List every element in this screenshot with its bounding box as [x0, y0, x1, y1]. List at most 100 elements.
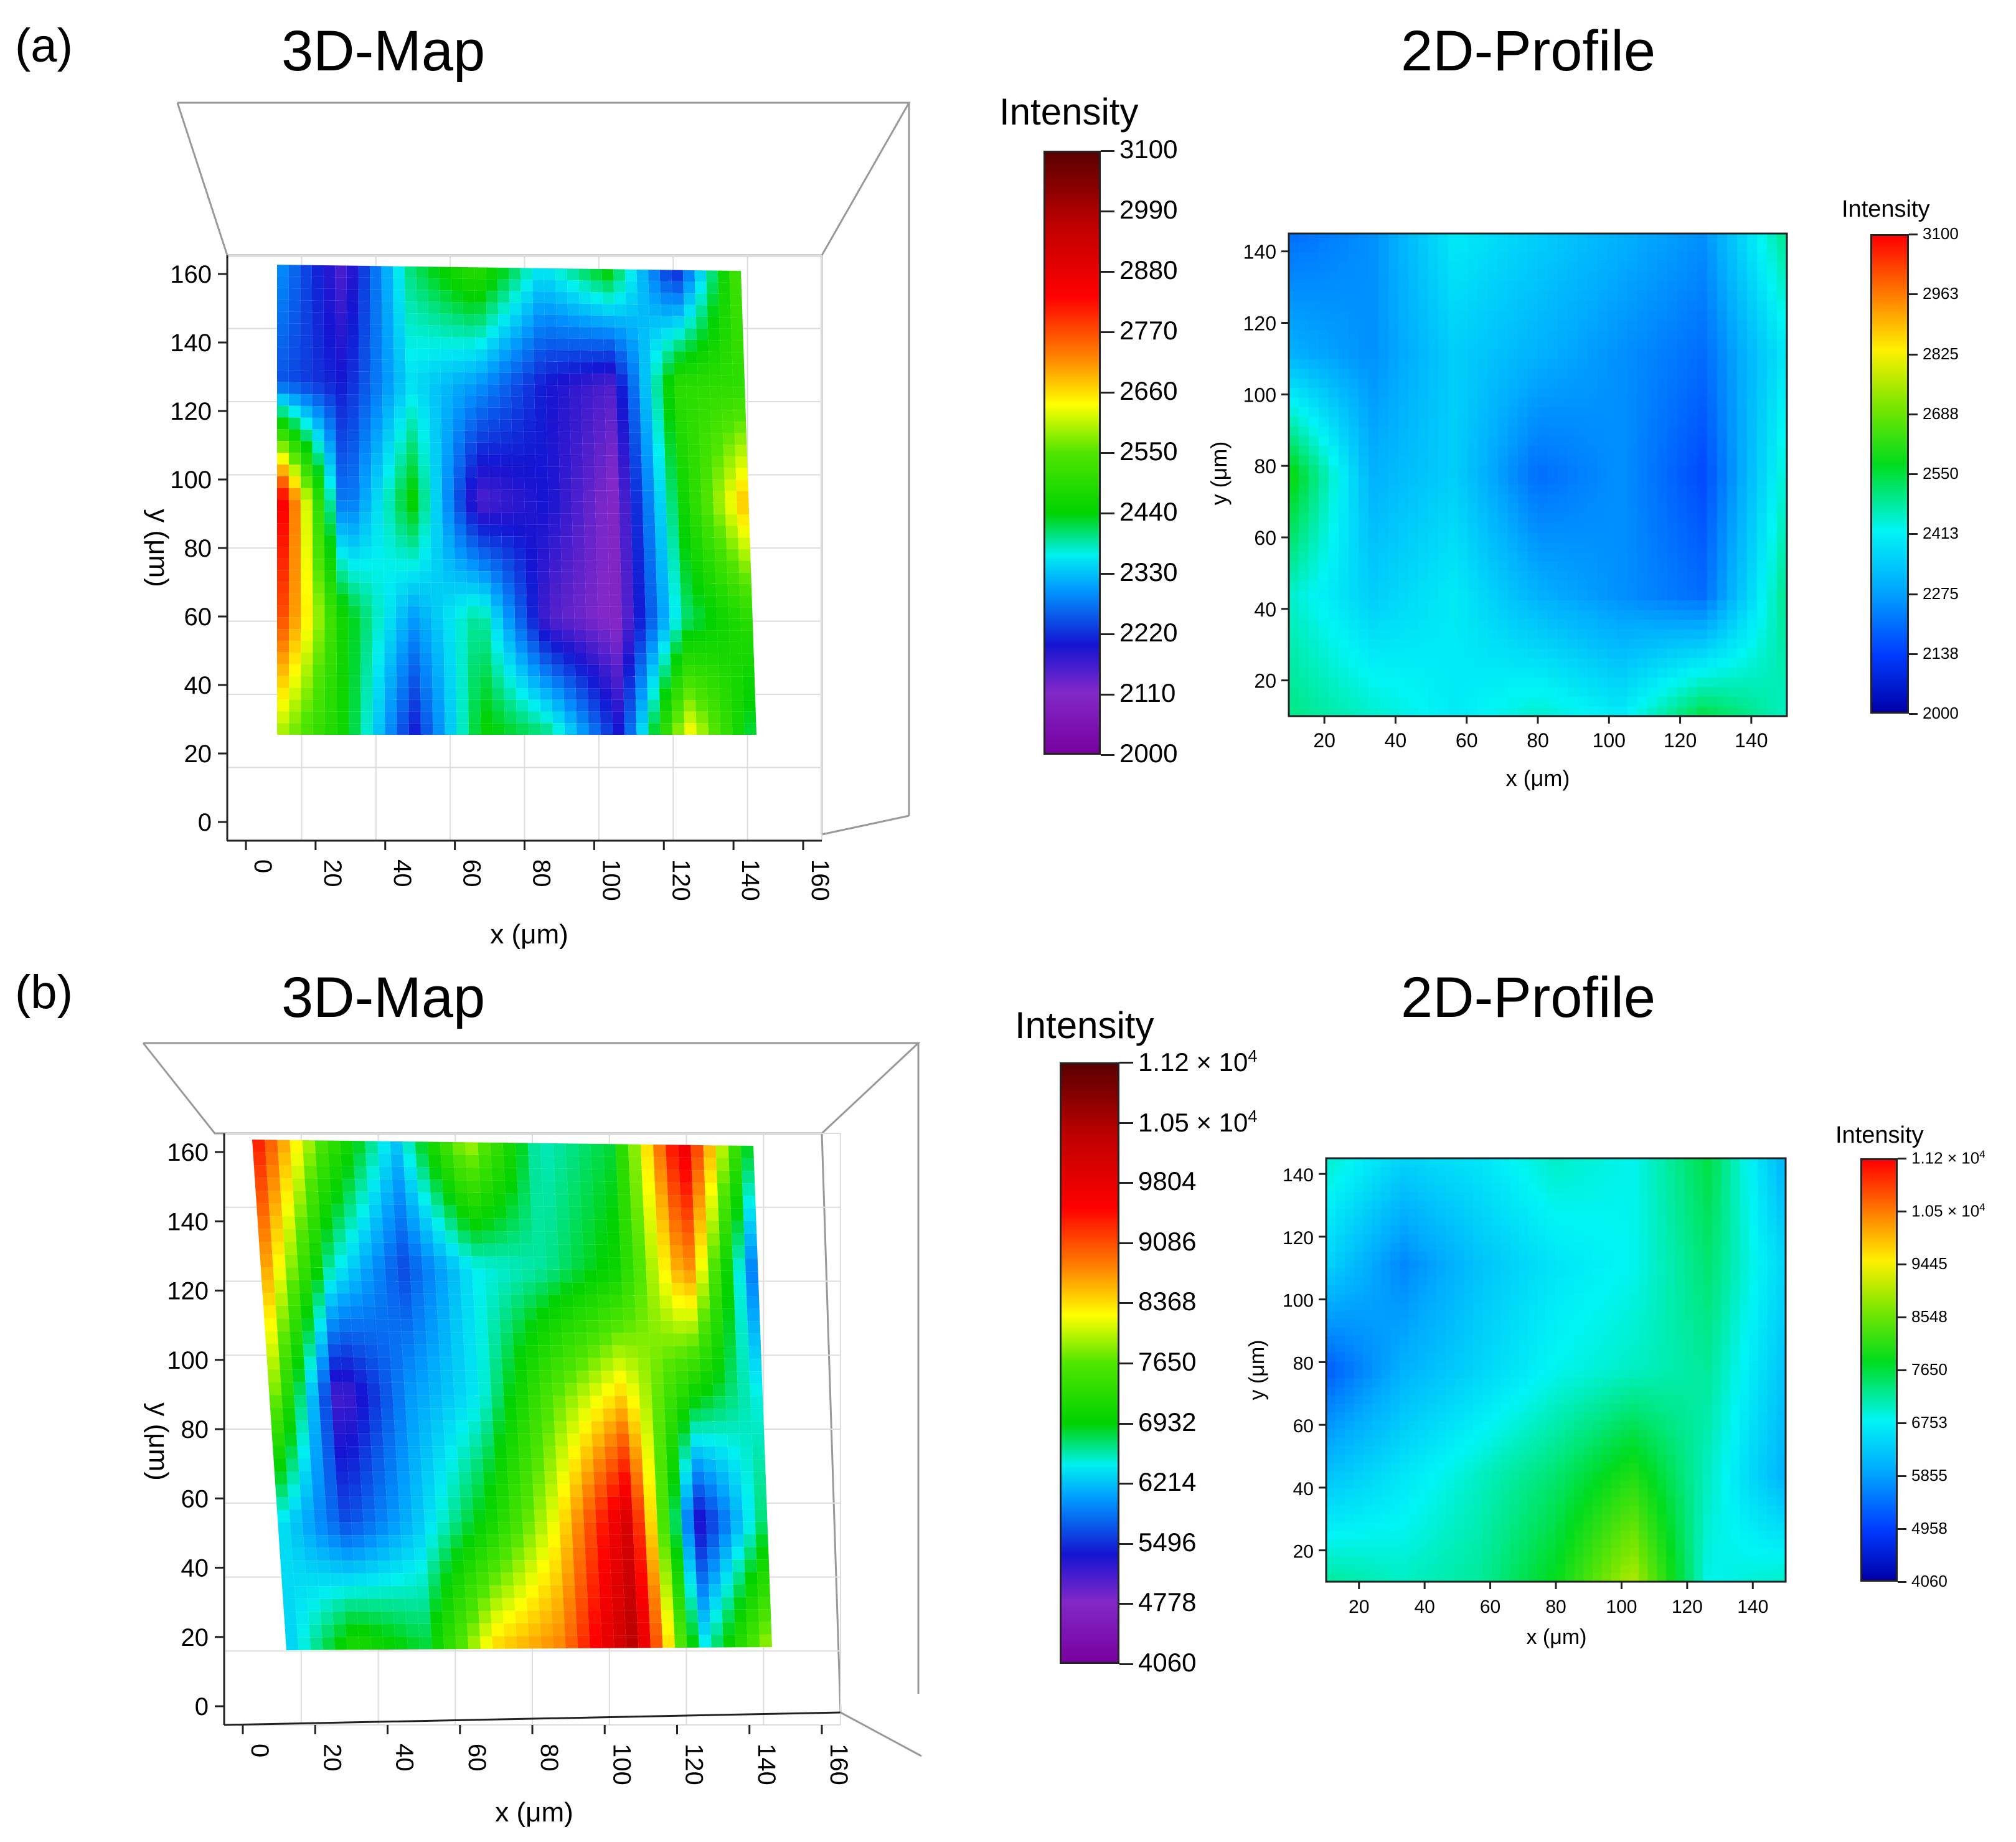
surface-cell — [475, 326, 487, 338]
profile-cell — [1707, 494, 1718, 504]
colorbar-tick-label: 2110 — [1119, 678, 1176, 707]
profile-cell — [1438, 697, 1449, 707]
surface-cell — [582, 420, 594, 432]
profile-cell — [1627, 504, 1638, 514]
surface-cell — [277, 652, 290, 664]
profile-cell — [1578, 475, 1588, 485]
profile-cell — [1478, 562, 1489, 572]
profile-cell — [1558, 281, 1568, 292]
profile-cell — [1438, 523, 1449, 534]
surface-cell — [532, 303, 545, 315]
surface-cell — [633, 618, 646, 630]
profile-cell — [1309, 436, 1319, 446]
surface-cell — [324, 617, 337, 630]
surface-cell — [684, 723, 697, 735]
profile-cell — [1707, 320, 1718, 331]
profile-cell — [1508, 234, 1519, 244]
profile-cell — [1667, 243, 1678, 253]
profile-cell — [1767, 349, 1778, 360]
surface-cell — [644, 560, 656, 572]
surface-cell — [695, 1270, 709, 1283]
map-title-b: 3D-Map — [281, 966, 486, 1029]
profile-cell — [1289, 542, 1299, 553]
profile-cell — [1707, 600, 1718, 611]
surface-cell — [466, 559, 479, 572]
surface-cell — [428, 348, 441, 361]
surface-cell — [278, 1344, 292, 1357]
surface-cell — [499, 396, 512, 408]
surface-cell — [571, 478, 583, 490]
profile-cell — [1578, 378, 1588, 389]
surface-cell — [396, 1242, 410, 1256]
profile-cell — [1558, 513, 1568, 524]
surface-cell — [415, 1154, 430, 1168]
surface-cell — [266, 1344, 280, 1357]
profile-cell — [1618, 388, 1628, 399]
surface-cell — [415, 1357, 428, 1371]
profile-cell — [1747, 590, 1758, 601]
profile-cell — [1677, 581, 1688, 592]
profile-cell — [1289, 301, 1299, 311]
profile-cell — [1418, 513, 1429, 524]
profile-cell — [1647, 359, 1658, 369]
profile-cell — [1448, 697, 1459, 707]
surface-cell — [732, 1245, 745, 1259]
profile-cell — [1687, 446, 1698, 456]
profile-cell — [1408, 407, 1419, 418]
surface-cell — [537, 571, 550, 583]
surface-cell — [323, 276, 336, 289]
surface-cell — [628, 385, 640, 398]
profile-cell — [1438, 417, 1449, 427]
surface-cell — [417, 1167, 430, 1180]
surface-cell — [358, 289, 370, 301]
profile-cell — [1737, 697, 1748, 707]
profile-cell — [1697, 532, 1708, 543]
profile-cell — [1637, 504, 1648, 514]
x-tick-label: 20 — [319, 859, 346, 887]
profile-cell — [1717, 311, 1728, 321]
surface-cell — [491, 618, 504, 630]
surface-cell — [336, 593, 349, 606]
surface-cell — [435, 1268, 448, 1282]
surface-cell — [419, 1217, 433, 1231]
profile-cell — [1697, 427, 1708, 437]
profile-cell — [1329, 436, 1339, 446]
surface-cell — [743, 1221, 757, 1234]
colorbar-tick-label: 2770 — [1119, 316, 1178, 345]
surface-cell — [660, 1308, 674, 1321]
profile-cell — [1368, 234, 1379, 244]
surface-cell — [393, 383, 406, 395]
profile-cell — [1359, 532, 1369, 543]
surface-cell — [731, 688, 743, 701]
surface-cell — [369, 1204, 382, 1217]
surface-cell — [365, 1357, 379, 1370]
surface-cell — [733, 398, 746, 410]
surface-cell — [324, 523, 336, 536]
profile-cell — [1588, 388, 1598, 399]
profile-cell — [1707, 523, 1718, 534]
surface-cell — [683, 281, 695, 294]
profile-cell — [1359, 648, 1369, 659]
profile-cell — [1697, 234, 1708, 244]
profile-cell — [1608, 532, 1618, 543]
surface-cell — [596, 1270, 610, 1283]
profile-cell — [1528, 590, 1538, 601]
surface-cell — [612, 1345, 626, 1359]
profile-cell — [1717, 281, 1728, 292]
surface-cell — [487, 349, 499, 361]
profile-cell — [1747, 504, 1758, 514]
profile-cell — [1398, 552, 1409, 562]
profile-cell — [1608, 455, 1618, 466]
profile-cell — [1508, 475, 1519, 485]
surface-cell — [502, 571, 514, 583]
profile-cell — [1388, 571, 1399, 582]
profile-cell — [1647, 513, 1658, 524]
profile-cell — [1697, 610, 1708, 620]
surface-cell — [717, 618, 730, 631]
profile-cell — [1767, 532, 1778, 543]
profile-cell — [1378, 320, 1389, 331]
profile-cell — [1727, 687, 1738, 697]
profile-cell — [1608, 301, 1618, 311]
profile-cell — [1458, 446, 1469, 456]
surface-cell — [443, 641, 456, 653]
